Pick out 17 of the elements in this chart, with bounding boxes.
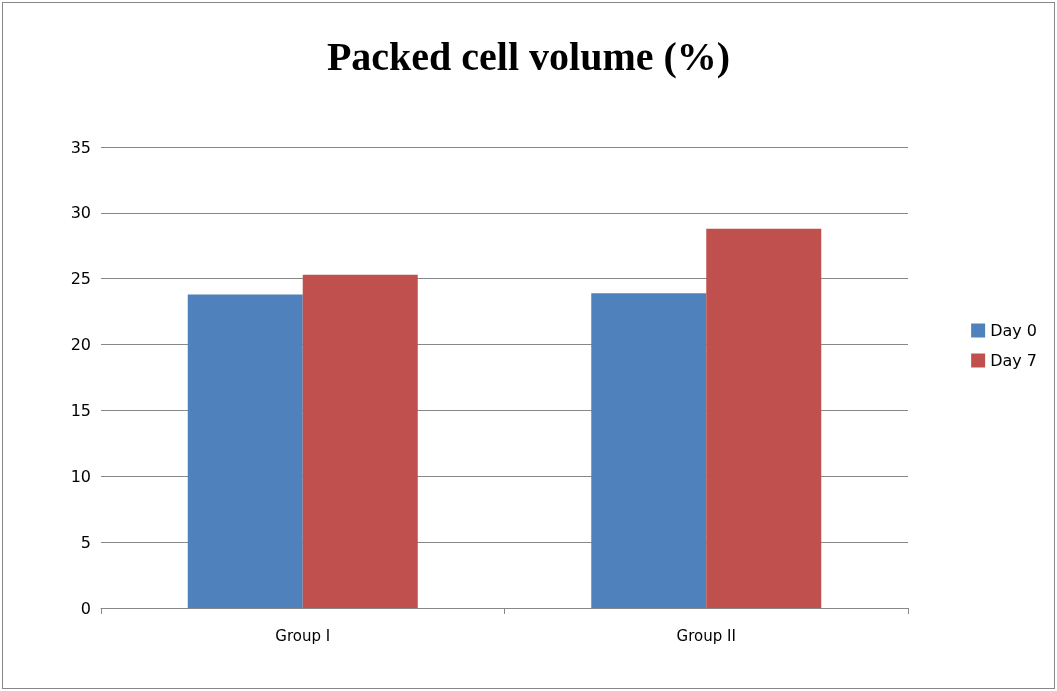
legend-label: Day 0 — [990, 321, 1037, 340]
y-tick-label: 35 — [70, 137, 91, 157]
y-tick-label: 15 — [70, 400, 91, 420]
y-tick-label: 5 — [80, 532, 91, 552]
y-tick-label: 30 — [70, 203, 91, 223]
y-tick-label: 0 — [80, 598, 91, 618]
y-tick-label: 25 — [70, 269, 91, 289]
x-tick-label: Group I — [275, 626, 331, 645]
bar — [187, 294, 303, 608]
legend-label: Day 7 — [990, 351, 1037, 370]
chart-title: Packed cell volume (%) — [326, 33, 731, 79]
x-tick-label: Group II — [676, 626, 736, 645]
bar — [706, 228, 822, 608]
bar — [591, 293, 707, 608]
y-tick-label: 10 — [70, 466, 91, 486]
y-tick-label: 20 — [70, 335, 91, 355]
bar — [302, 274, 418, 608]
